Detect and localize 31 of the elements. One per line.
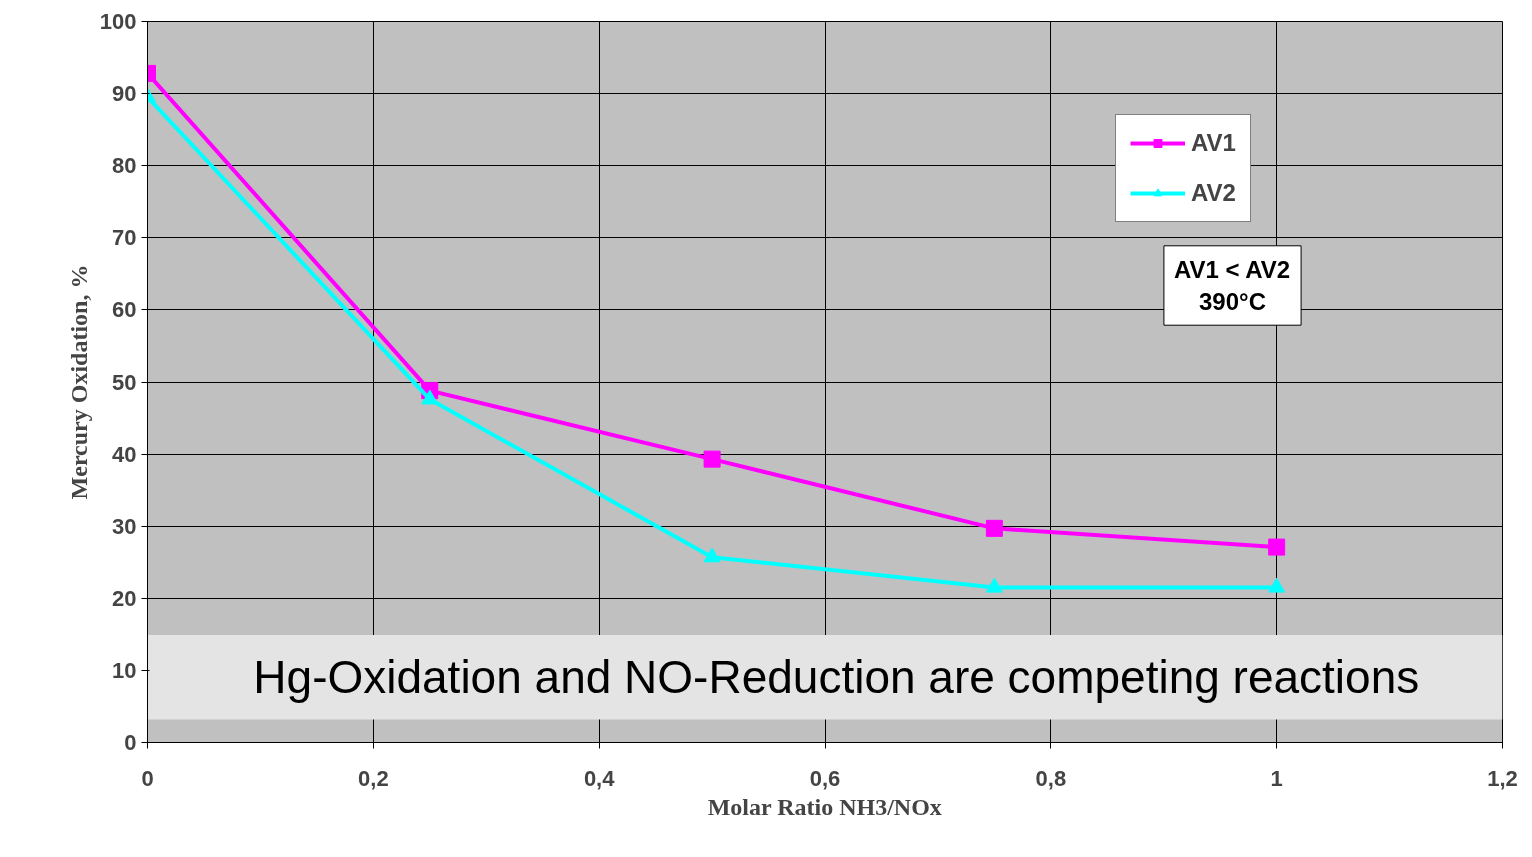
annotation: AV1 < AV2 390°C	[1173, 255, 1291, 316]
point	[703, 450, 721, 468]
x-tick-label: 1	[1270, 765, 1283, 791]
x-tick-label: 0,4	[583, 765, 616, 791]
point	[421, 389, 439, 405]
x-tick-label: 0,2	[358, 765, 389, 791]
point	[985, 577, 1003, 593]
y-tick-label: 30	[112, 513, 137, 539]
x-tick-label: 0	[141, 765, 154, 791]
x-tick-label: 0,6	[809, 765, 841, 791]
band-label: Hg-Oxidation and NO-Reduction are competing reactions	[253, 651, 1420, 704]
y-tick-label: 0	[124, 730, 137, 755]
x-tick-label: 1,2	[1487, 765, 1518, 791]
y-tick-label: 80	[112, 153, 137, 179]
y-tick-label: 100	[99, 9, 137, 34]
legend-label: AV1	[1191, 129, 1236, 157]
y-tick-label: 50	[112, 369, 137, 395]
point	[1268, 538, 1286, 556]
x-axis-title: Molar Ratio NH3/NOx	[707, 793, 942, 820]
y-tick-label: 90	[112, 81, 137, 107]
y-axis-title: Mercury Oxidation, %	[65, 264, 92, 500]
x-tick-label: 0,8	[1035, 765, 1067, 791]
y-tick-label: 70	[112, 225, 137, 251]
y-tick-label: 10	[112, 657, 137, 683]
point	[985, 519, 1003, 537]
point	[1268, 577, 1286, 593]
legend-label: AV2	[1191, 179, 1236, 207]
y-tick-label: 40	[112, 441, 137, 467]
y-tick-label: 20	[112, 585, 137, 611]
point	[703, 547, 721, 563]
y-tick-label: 60	[112, 297, 137, 323]
